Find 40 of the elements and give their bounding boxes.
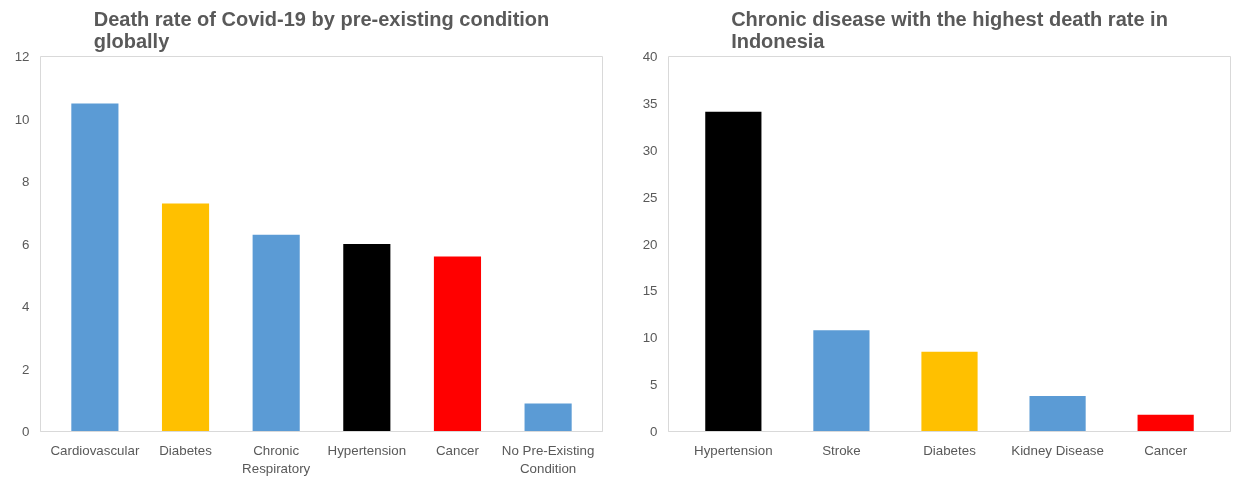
bar (813, 330, 870, 432)
chart-title: Chronic disease with the highest death rate in Indonesia (731, 7, 1168, 52)
bar (433, 256, 482, 432)
x-tick-label: Hypertension (327, 442, 407, 458)
chart-title: Death rate of Covid-19 by pre-existing condition globally (93, 7, 550, 52)
x-tick-label: Diabetes (923, 442, 977, 458)
y-tick-label: 30 (642, 142, 658, 158)
bar (252, 234, 300, 432)
y-tick-label: 35 (642, 95, 658, 111)
y-tick-label: 0 (650, 424, 658, 439)
y-tick-label: 12 (14, 49, 30, 64)
y-tick-label: 5 (650, 377, 658, 393)
y-tick-label: 0 (22, 424, 30, 439)
y-tick-label: 40 (642, 49, 658, 64)
y-tick-label: 8 (22, 174, 30, 189)
bar (343, 244, 391, 432)
y-tick-label: 2 (22, 361, 30, 377)
bar (524, 403, 572, 432)
x-tick-label: Cardiovascular (50, 442, 140, 458)
bar (1137, 414, 1194, 432)
y-tick-label: 20 (642, 236, 658, 252)
bar (71, 103, 119, 432)
x-tick-label: Hypertension (694, 442, 773, 458)
bar (705, 111, 762, 432)
x-tick-label: Diabetes (159, 442, 213, 458)
x-tick-label: Stroke (822, 442, 861, 458)
x-tick-label: Cancer (1144, 442, 1188, 458)
y-tick-label: 15 (642, 283, 658, 299)
y-tick-label: 4 (22, 299, 31, 314)
y-tick-label: 6 (22, 236, 30, 252)
x-tick-label: Chronic Respiratory (242, 442, 311, 476)
y-tick-label: 25 (642, 189, 658, 205)
y-tick-label: 10 (14, 111, 30, 127)
x-tick-label: Cancer (435, 442, 480, 458)
x-tick-label: Kidney Disease (1011, 442, 1104, 458)
bar (161, 203, 210, 432)
bar (921, 351, 978, 432)
x-tick-label: No Pre-Existing Condition (501, 442, 595, 476)
y-tick-label: 10 (642, 330, 658, 346)
bar (1029, 395, 1086, 432)
